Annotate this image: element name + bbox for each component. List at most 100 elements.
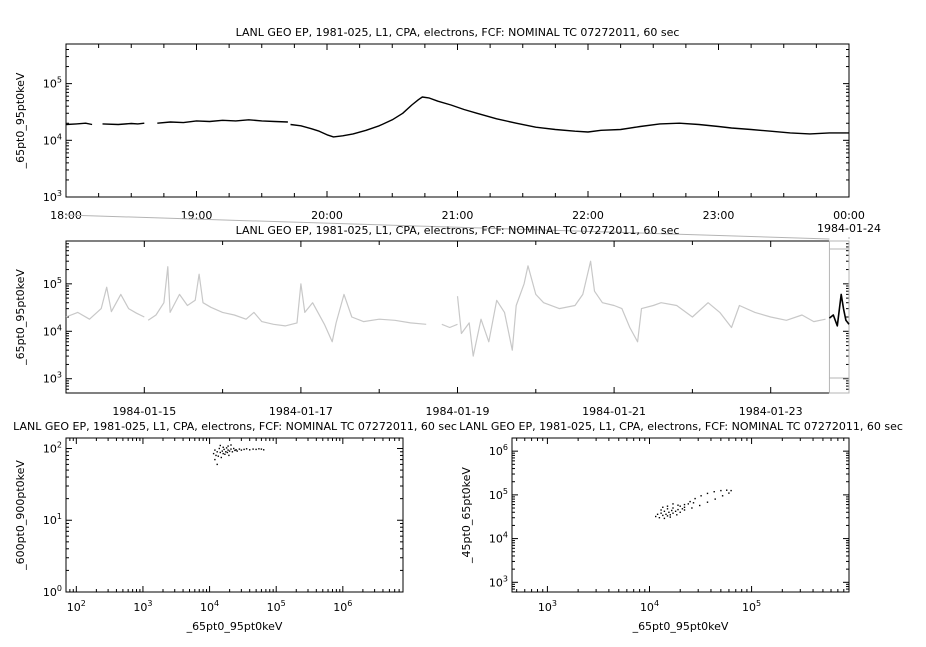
- x-tick-label: 103: [538, 599, 557, 614]
- scatter-point: [223, 448, 225, 451]
- scatter-point: [706, 501, 709, 503]
- scatter-point: [660, 509, 662, 511]
- scatter-point: [666, 505, 669, 507]
- data-line: [102, 122, 145, 126]
- y-tick-label: 105: [43, 76, 62, 91]
- scatter-point: [726, 489, 728, 491]
- scatter-point: [215, 454, 217, 457]
- scatter-point: [730, 489, 732, 492]
- x-tick-label: 102: [67, 599, 86, 614]
- scatter-point: [230, 444, 232, 446]
- scatter-point: [258, 448, 260, 450]
- scatter-point: [236, 450, 238, 452]
- y-tick-label: 101: [43, 512, 62, 527]
- scatter-point: [692, 502, 695, 504]
- plot-frame: [65, 437, 404, 593]
- scatter-point: [219, 444, 221, 447]
- scatter-point: [658, 517, 661, 519]
- scatter-point: [227, 445, 229, 447]
- scatter-point: [679, 511, 681, 513]
- y-axis-label: _45pt0_65pt0keV: [460, 467, 473, 564]
- scatter-point: [687, 503, 689, 505]
- scatter-point: [228, 450, 231, 452]
- x-tick-label: 20:00: [311, 209, 343, 222]
- context-line: [441, 323, 458, 329]
- scatter-point: [220, 456, 222, 459]
- scatter-point: [234, 449, 236, 452]
- x-tick-label: 105: [267, 599, 286, 614]
- x-tick-label: 22:00: [572, 209, 604, 222]
- scatter-point: [677, 508, 679, 511]
- scatter-point: [672, 503, 674, 505]
- x-tick-label: 1984-01-21: [582, 405, 646, 418]
- x-tick-label: 1984-01-23: [739, 405, 803, 418]
- scatter-point: [699, 504, 701, 507]
- x-tick-label: 21:00: [442, 209, 474, 222]
- scatter-point: [252, 448, 254, 450]
- x-axis-label: _65pt0_95pt0keV: [186, 620, 283, 633]
- data-line: [157, 119, 288, 124]
- chart-title: LANL GEO EP, 1981-025, L1, CPA, electron…: [459, 420, 903, 433]
- scatter-point: [226, 451, 229, 454]
- chart-title: LANL GEO EP, 1981-025, L1, CPA, electron…: [236, 26, 680, 39]
- y-tick-label: 105: [489, 487, 508, 502]
- scatter-point: [218, 447, 220, 450]
- scatter-point: [713, 491, 715, 493]
- scatter-point: [691, 507, 693, 509]
- scatter-point: [662, 514, 664, 517]
- scatter-point: [245, 448, 248, 450]
- plot-frame: [65, 240, 850, 394]
- scatter-point: [706, 492, 709, 495]
- scatter-point: [679, 505, 681, 507]
- scatter-point: [721, 495, 724, 497]
- scatter-point: [240, 449, 243, 451]
- x-tick-sublabel: 1984-01-24: [817, 222, 881, 235]
- scatter-point: [669, 514, 671, 516]
- y-axis-label: _600pt0_900pt0keV: [14, 460, 27, 571]
- plot-frame: [65, 43, 850, 198]
- context-line: [65, 286, 145, 320]
- scatter-point: [666, 515, 669, 517]
- x-tick-label: 106: [333, 599, 352, 614]
- highlight-line: [828, 293, 850, 327]
- scatter-point: [255, 448, 257, 451]
- scatter-point: [219, 451, 221, 454]
- scatter-point: [222, 452, 224, 455]
- chart-title: LANL GEO EP, 1981-025, L1, CPA, electron…: [236, 224, 680, 237]
- zoom-connector: [65, 214, 830, 240]
- scatter-point: [666, 508, 669, 510]
- plot-frame: [511, 437, 850, 593]
- x-tick-label: 104: [200, 599, 219, 614]
- scatter-point: [214, 449, 216, 451]
- scatter-point: [656, 513, 659, 515]
- context-line: [456, 260, 826, 357]
- scatter-point: [714, 498, 716, 500]
- scatter-point: [671, 509, 673, 512]
- y-tick-label: 105: [43, 276, 62, 291]
- scatter-point: [674, 510, 677, 512]
- scatter-point: [660, 512, 662, 514]
- scatter-point: [683, 506, 686, 508]
- scatter-point: [694, 497, 696, 500]
- scatter-point: [677, 504, 679, 506]
- scatter-point: [260, 448, 263, 450]
- x-tick-label: 00:00: [833, 209, 865, 222]
- scatter-point: [235, 449, 237, 451]
- x-tick-label: 104: [640, 599, 659, 614]
- scatter-point: [683, 509, 686, 511]
- scatter-point: [689, 500, 691, 503]
- y-tick-label: 102: [43, 440, 62, 455]
- x-tick-label: 1984-01-17: [269, 405, 333, 418]
- zoom-window: [828, 240, 850, 394]
- scatter-point: [230, 448, 232, 450]
- x-tick-label: 19:00: [181, 209, 213, 222]
- scatter-point: [263, 449, 265, 451]
- scatter-point: [655, 515, 657, 518]
- data-line: [290, 96, 849, 138]
- y-axis-label: _65pt0_95pt0keV: [14, 269, 27, 366]
- y-tick-label: 103: [489, 574, 508, 589]
- scatter-point: [663, 517, 666, 520]
- data-line: [65, 122, 93, 126]
- scatter-point: [663, 510, 666, 512]
